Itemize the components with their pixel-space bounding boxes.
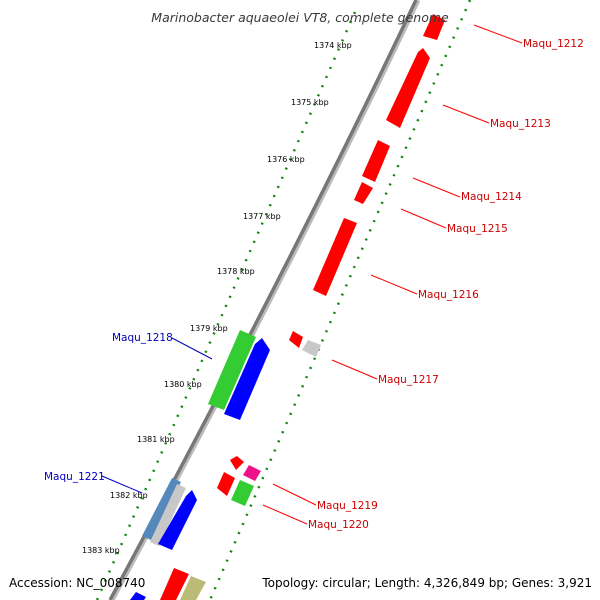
tick-label: 1379 kbp <box>190 324 228 333</box>
leader-line <box>101 475 143 494</box>
cds-1217 <box>289 331 303 348</box>
cds-1215 <box>354 182 373 204</box>
gene-1221 <box>158 490 197 550</box>
tick-label: 1378 kbp <box>217 267 255 276</box>
leader-line <box>370 274 418 295</box>
cds-1216 <box>313 218 357 296</box>
accession-text: Accession: NC_008740 <box>9 576 145 590</box>
leader-line <box>262 504 308 525</box>
tick-label: 1374 kbp <box>314 41 352 50</box>
cds-1212 <box>423 14 445 40</box>
cds-1214 <box>362 140 390 182</box>
rna-1218 <box>208 330 256 410</box>
tick-label: 1382 kbp <box>110 491 148 500</box>
gene-label[interactable]: Maqu_1221 <box>44 471 105 483</box>
leader-line <box>442 104 490 124</box>
gene-label[interactable]: Maqu_1216 <box>418 289 479 301</box>
tick-label: 1377 kbp <box>243 212 281 221</box>
misc-1221 <box>150 484 186 546</box>
gene-label[interactable]: Maqu_1219 <box>317 500 378 512</box>
reg-1221 <box>142 478 181 540</box>
tick-label: 1376 kbp <box>267 155 305 164</box>
tick-label: 1383 kbp <box>82 546 120 555</box>
gene-label[interactable]: Maqu_1214 <box>461 191 522 203</box>
map-title: Marinobacter aquaeolei VT8, complete gen… <box>151 10 449 25</box>
gene-1218 <box>224 338 270 420</box>
cds-1213 <box>386 48 430 128</box>
misc-1217 <box>302 340 321 357</box>
gene-label[interactable]: Maqu_1218 <box>112 332 173 344</box>
leader-line <box>473 24 523 44</box>
leader-line <box>331 359 378 380</box>
cds-bottom <box>160 568 189 600</box>
leader-line <box>412 177 461 198</box>
gene-bottom <box>130 592 146 600</box>
tick-label: 1380 kbp <box>164 380 202 389</box>
topology-text: Topology: circular; Length: 4,326,849 bp… <box>261 576 592 590</box>
rna-1220 <box>231 480 254 506</box>
inner-tick-ring <box>95 11 357 600</box>
cds-1219a <box>230 456 244 470</box>
leader-line <box>272 483 317 506</box>
gene-label[interactable]: Maqu_1212 <box>523 38 584 50</box>
leader-line <box>171 337 213 360</box>
gene-label[interactable]: Maqu_1215 <box>447 223 508 235</box>
gene-label[interactable]: Maqu_1217 <box>378 374 439 386</box>
cds-1219b <box>217 472 235 496</box>
tick-label: 1381 kbp <box>137 435 175 444</box>
gene-label[interactable]: Maqu_1220 <box>308 519 369 531</box>
gene-label[interactable]: Maqu_1213 <box>490 118 551 130</box>
leader-line <box>400 208 447 229</box>
pseudo-1219 <box>243 465 261 481</box>
tick-label: 1375 kbp <box>291 98 329 107</box>
other-bottom <box>180 576 206 600</box>
